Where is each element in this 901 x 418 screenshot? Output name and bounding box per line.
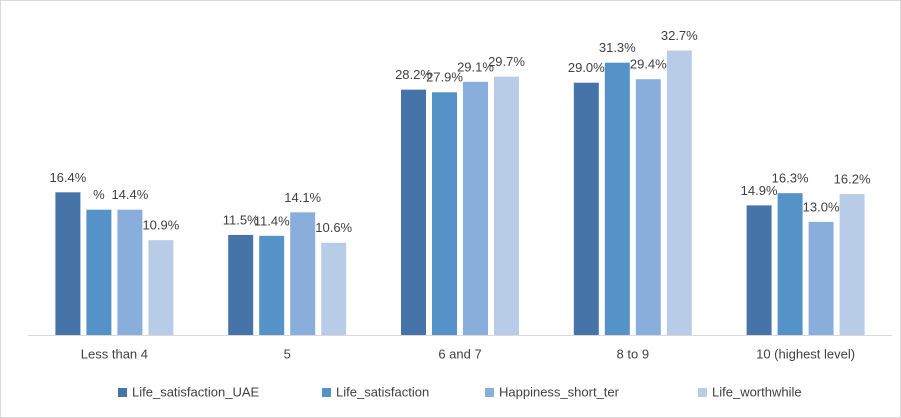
bar	[55, 192, 81, 335]
data-label: 31.3%	[599, 40, 636, 55]
bar	[494, 76, 519, 336]
data-label: 11.5%	[223, 212, 259, 227]
bar	[463, 81, 488, 335]
bar	[148, 240, 174, 335]
bar	[635, 79, 661, 335]
legend-swatch	[485, 388, 494, 397]
data-label: 29.4%	[630, 57, 667, 72]
data-label: 10.9%	[142, 218, 179, 233]
data-label: 16.2%	[834, 171, 871, 186]
bar	[808, 221, 834, 335]
data-label: 28.2%	[395, 67, 432, 82]
bar	[290, 212, 316, 335]
legend-swatch	[322, 388, 331, 397]
data-label: 14.1%	[284, 190, 321, 205]
legend-label: Life_satisfaction_UAE	[132, 384, 260, 399]
bar	[839, 194, 865, 335]
bar	[86, 209, 112, 335]
bar	[573, 82, 599, 335]
bar	[117, 209, 143, 335]
bar	[604, 62, 630, 335]
data-label: 16.4%	[49, 170, 86, 185]
data-label: 14.9%	[741, 183, 778, 198]
bar	[401, 89, 426, 335]
x-tick-label: Less than 4	[81, 346, 148, 361]
data-label: 29.0%	[568, 60, 605, 75]
data-label: %	[93, 187, 105, 202]
x-tick-label: 10 (highest level)	[756, 346, 855, 361]
bar	[777, 193, 803, 335]
bar	[666, 50, 692, 335]
legend-swatch	[118, 388, 127, 397]
bar	[228, 234, 254, 335]
legend-swatch	[698, 388, 707, 397]
legend-label: Life_worthwhile	[712, 384, 802, 399]
legend-label: Life_satisfaction	[336, 384, 429, 399]
legend-label: Happiness_short_ter	[499, 384, 620, 399]
bar	[746, 205, 772, 335]
data-label: 29.7%	[488, 54, 525, 69]
data-label: 11.4%	[254, 213, 290, 228]
bar	[321, 242, 347, 335]
x-tick-label: 6 and 7	[438, 346, 481, 361]
data-label: 27.9%	[426, 70, 463, 85]
data-label: 32.7%	[661, 28, 698, 43]
bar	[259, 235, 285, 335]
data-label: 14.4%	[111, 187, 148, 202]
data-label: 16.3%	[772, 171, 809, 186]
x-tick-label: 8 to 9	[617, 346, 650, 361]
data-label: 29.1%	[457, 59, 494, 74]
data-label: 10.6%	[315, 220, 352, 235]
x-tick-label: 5	[284, 346, 291, 361]
data-label: 13.0%	[803, 199, 840, 214]
bar	[432, 92, 457, 336]
